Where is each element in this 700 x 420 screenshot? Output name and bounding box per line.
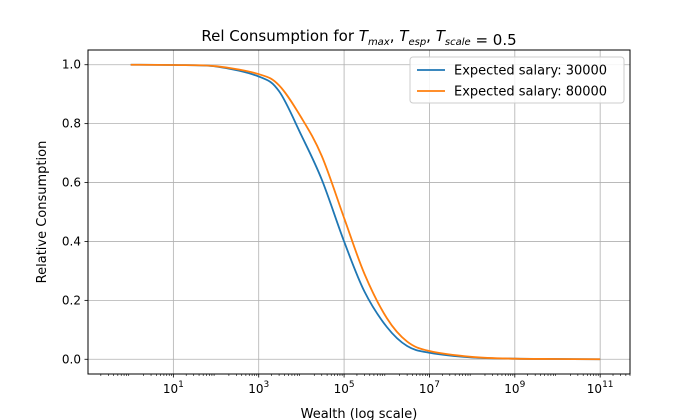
y-axis-label: Relative Consumption xyxy=(35,141,50,284)
series-line-0 xyxy=(130,63,601,361)
x-tick-label-2: 105 xyxy=(334,380,355,396)
plot-frame xyxy=(87,49,631,375)
title-subscript-2: scale xyxy=(445,37,471,48)
x-tick-label-0: 101 xyxy=(163,380,184,396)
x-tick-label-5: 1011 xyxy=(587,380,614,396)
title-symbol-0: T xyxy=(359,27,370,45)
x-axis-label: Wealth (log scale) xyxy=(301,407,418,420)
series-line-1 xyxy=(130,63,601,361)
title-subscript-1: esp xyxy=(408,37,426,48)
title-separator-0: , xyxy=(390,27,400,45)
title-subscript-0: max xyxy=(368,37,390,48)
x-tick-label-3: 107 xyxy=(419,380,440,396)
title-text: Rel Consumption for xyxy=(201,27,358,45)
series-lines xyxy=(130,63,601,361)
y-tick-label-5: 1.0 xyxy=(62,58,81,72)
legend-label-1: Expected salary: 80000 xyxy=(454,85,607,100)
x-axis-ticks: 101 103 105 107 109 1011 xyxy=(100,374,631,396)
title-separator-1: , xyxy=(426,27,436,45)
title-value: = 0.5 xyxy=(471,31,517,49)
y-axis-ticks: 0.0 0.2 0.4 0.6 0.8 1.0 xyxy=(62,58,88,366)
x-tick-label-4: 109 xyxy=(504,380,525,396)
y-tick-label-4: 0.8 xyxy=(62,117,81,131)
x-tick-label-1: 103 xyxy=(248,380,269,396)
y-tick-label-2: 0.4 xyxy=(62,234,81,248)
y-tick-label-1: 0.2 xyxy=(62,293,81,307)
chart-title: Rel Consumption for Tmax, Tesp, Tscale =… xyxy=(201,27,516,49)
title-symbol-2: T xyxy=(436,27,447,45)
y-tick-label-0: 0.0 xyxy=(62,352,81,366)
legend: Expected salary: 30000 Expected salary: 8… xyxy=(409,56,625,104)
legend-box xyxy=(409,56,625,104)
legend-label-0: Expected salary: 30000 xyxy=(454,64,607,79)
y-tick-label-3: 0.6 xyxy=(62,176,81,190)
title-symbol-1: T xyxy=(399,27,410,45)
